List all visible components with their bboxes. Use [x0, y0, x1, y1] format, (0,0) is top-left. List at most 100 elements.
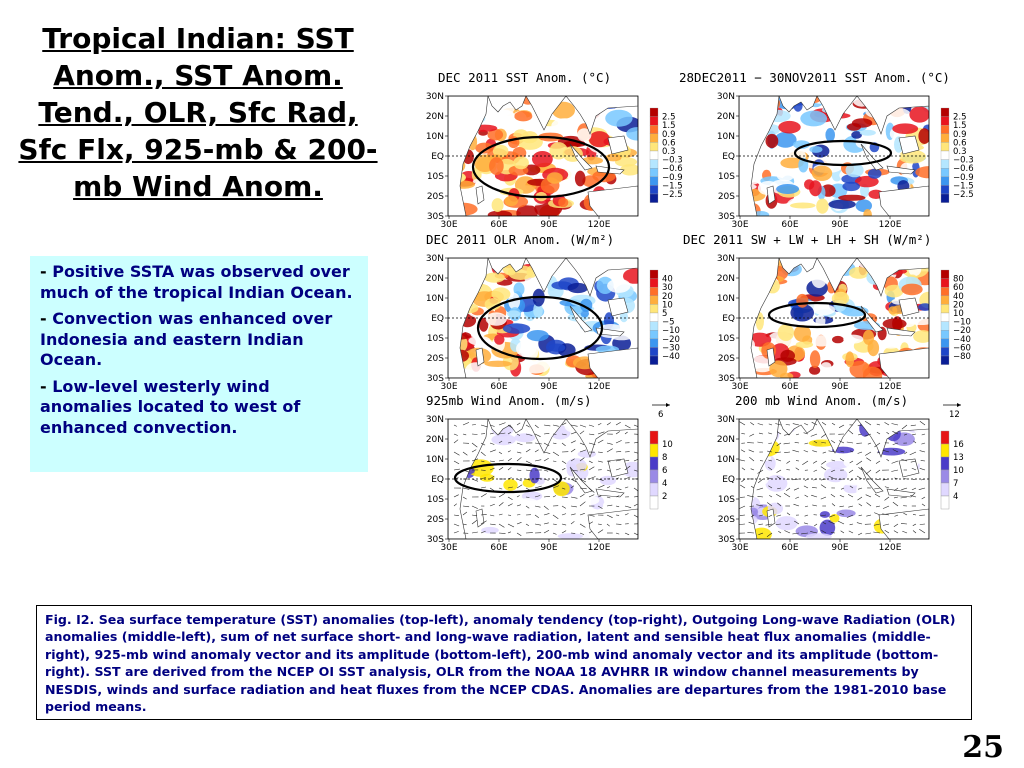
wind-arrow — [749, 456, 755, 462]
landmass — [766, 508, 776, 528]
wind-arrow — [570, 521, 575, 525]
lat-label: 30S — [718, 535, 735, 545]
wind-arrow — [909, 451, 917, 456]
wind-arrow — [891, 460, 899, 464]
wind-arrow — [921, 433, 926, 436]
wind-arrow — [534, 442, 542, 445]
lon-label: 30E — [731, 220, 748, 230]
colorbar-label: 20 — [953, 300, 964, 310]
colorbar: 16 13 10 7 4 12 — [940, 403, 964, 510]
wind-arrow — [912, 433, 917, 436]
landmass — [898, 135, 920, 155]
lat-label: 20N — [717, 435, 735, 445]
wind-arrow — [498, 493, 506, 498]
wind-arrow — [792, 532, 800, 535]
lon-label: 60E — [781, 382, 798, 392]
colorbar-label: 80 — [953, 275, 964, 285]
wind-arrow — [525, 496, 530, 498]
wind-arrow — [543, 529, 550, 534]
colorbar-swatch — [940, 185, 950, 195]
wind-arrow — [901, 458, 908, 462]
wind-arrow — [865, 532, 872, 535]
wind-arrow — [901, 487, 908, 491]
wind-arrow — [740, 484, 746, 489]
wind-arrow — [892, 501, 899, 507]
lat-label: 10S — [427, 172, 444, 182]
landmass — [595, 327, 625, 337]
wind-arrow — [882, 449, 890, 453]
wind-arrow — [848, 530, 854, 534]
colorbar-swatch — [649, 430, 659, 445]
colorbar-swatch — [649, 287, 659, 296]
wind-arrow — [893, 523, 899, 528]
landmass — [565, 258, 638, 297]
wind-arrow — [534, 424, 539, 429]
wind-arrow — [534, 449, 539, 453]
wind-arrow — [792, 478, 800, 481]
colorbar-swatch — [649, 159, 659, 169]
wind-arrow — [471, 478, 479, 482]
colorbar-swatch — [649, 107, 659, 117]
lon-label: 60E — [781, 220, 798, 230]
wind-arrow — [828, 514, 836, 518]
lat-label: 20S — [427, 354, 444, 364]
landmass — [898, 297, 920, 317]
wind-arrow — [588, 442, 596, 445]
wind-arrow — [552, 485, 560, 489]
wind-arrow — [875, 469, 881, 474]
wind-arrow — [857, 424, 863, 427]
wind-arrow — [875, 460, 881, 464]
wind-arrow — [840, 450, 845, 453]
lat-label: 10N — [426, 294, 444, 304]
wind-arrow — [858, 433, 863, 436]
wind-arrow — [462, 523, 467, 526]
wind-arrow — [570, 448, 576, 453]
summary-box: - Positive SSTA was observed over much o… — [30, 256, 368, 472]
wind-arrow — [489, 514, 495, 517]
wind-arrow — [794, 520, 800, 525]
wind-arrow — [462, 451, 468, 456]
wind-arrow — [812, 487, 818, 489]
wind-arrow — [597, 505, 603, 509]
wind-arrow — [904, 451, 908, 455]
wind-arrow — [615, 421, 621, 426]
lat-label: 10N — [426, 455, 444, 465]
colorbar-swatch — [940, 168, 950, 177]
wind-arrow — [802, 460, 809, 465]
wind-arrow — [849, 485, 854, 489]
wind-arrow — [838, 424, 845, 428]
wind-arrow — [489, 523, 496, 526]
colorbar-swatch — [649, 142, 659, 152]
wind-arrow — [498, 532, 506, 534]
colorbar-label: 0.6 — [953, 138, 967, 148]
bullet-wind: - Low-level westerly wind anomalies loca… — [40, 376, 301, 437]
wind-arrow — [570, 424, 578, 427]
wind-arrow — [516, 514, 521, 516]
wind-arrow — [820, 514, 827, 517]
landmass — [525, 96, 567, 131]
wind-arrow — [525, 460, 532, 465]
colorbar-swatch — [649, 456, 659, 471]
wind-arrow — [507, 442, 512, 444]
colorbar-swatch — [940, 443, 950, 458]
wind-arrow — [768, 485, 773, 489]
wind-arrow — [489, 503, 495, 507]
wind-arrow — [507, 424, 513, 429]
lon-label: 90E — [540, 543, 557, 553]
wind-arrow — [913, 440, 917, 444]
wind-arrow — [794, 442, 800, 444]
lat-label: 10S — [718, 172, 735, 182]
wind-arrow — [849, 460, 854, 464]
wind-arrow — [552, 523, 557, 525]
wind-arrow — [740, 449, 746, 453]
wind-arrow — [785, 424, 791, 426]
panel-title: DEC 2011 OLR Anom. (W/m²) — [426, 232, 615, 247]
lat-label: 10N — [717, 132, 735, 142]
wind-arrow — [615, 459, 621, 462]
wind-arrow — [911, 487, 917, 491]
wind-arrow — [884, 486, 890, 489]
wind-arrow — [471, 449, 477, 453]
wind-arrow — [534, 459, 542, 462]
